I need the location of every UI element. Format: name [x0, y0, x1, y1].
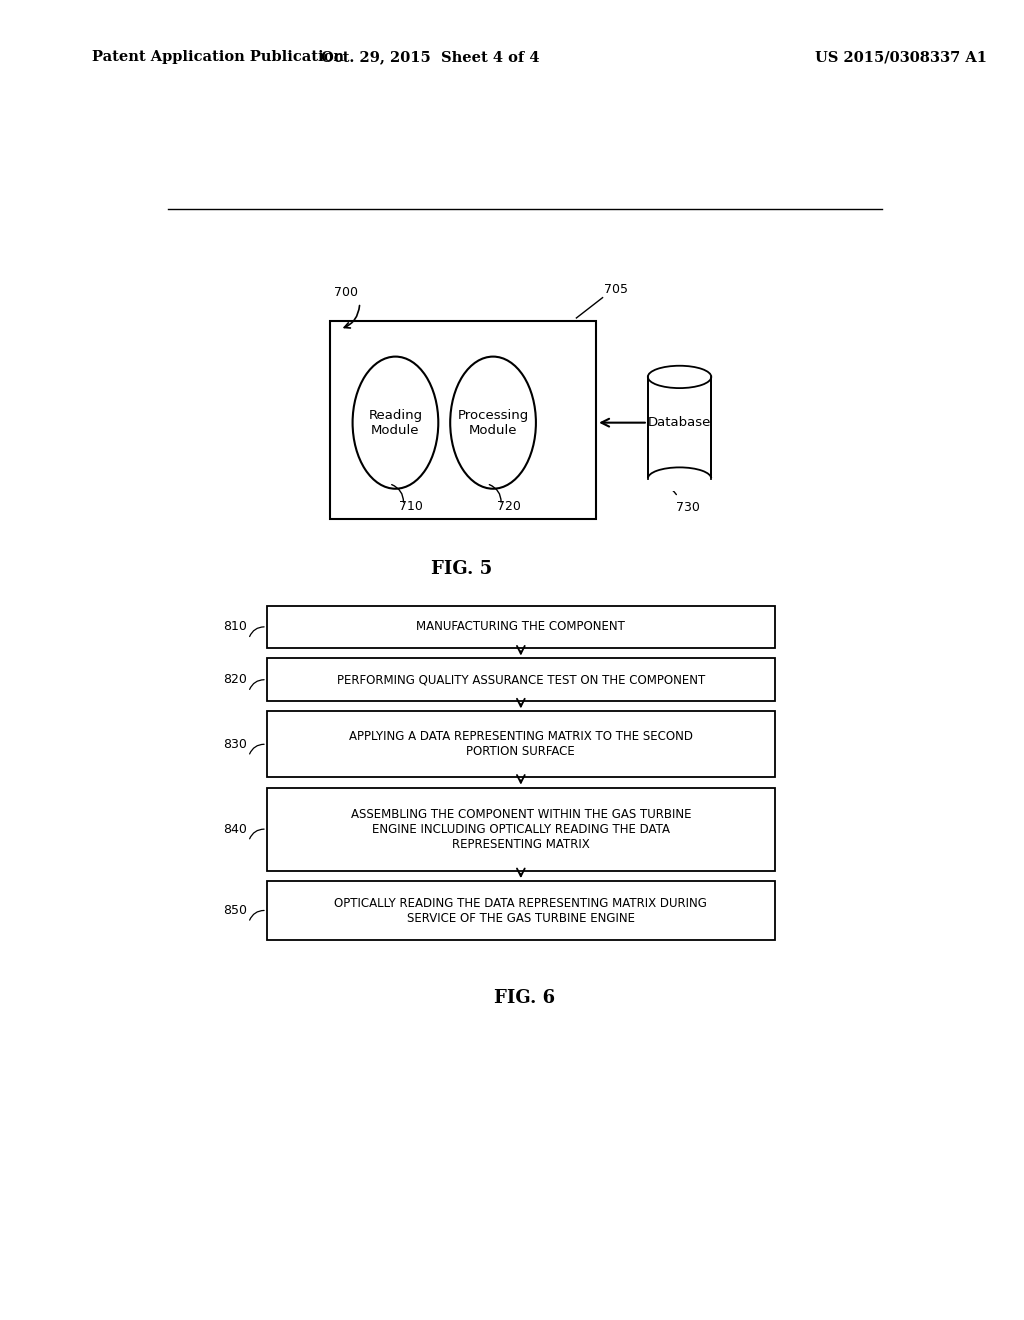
Text: ASSEMBLING THE COMPONENT WITHIN THE GAS TURBINE
ENGINE INCLUDING OPTICALLY READI: ASSEMBLING THE COMPONENT WITHIN THE GAS … [350, 808, 691, 850]
Text: Oct. 29, 2015  Sheet 4 of 4: Oct. 29, 2015 Sheet 4 of 4 [321, 50, 540, 65]
Bar [648, 378, 712, 479]
Bar [267, 788, 775, 871]
Bar [267, 880, 775, 940]
Text: FIG. 6: FIG. 6 [495, 989, 555, 1007]
Text: 820: 820 [223, 673, 247, 686]
Text: Processing
Module: Processing Module [458, 409, 528, 437]
Text: OPTICALLY READING THE DATA REPRESENTING MATRIX DURING
SERVICE OF THE GAS TURBINE: OPTICALLY READING THE DATA REPRESENTING … [335, 896, 708, 924]
Text: 710: 710 [399, 500, 423, 513]
Bar [267, 606, 775, 648]
Text: APPLYING A DATA REPRESENTING MATRIX TO THE SECOND
PORTION SURFACE: APPLYING A DATA REPRESENTING MATRIX TO T… [349, 730, 693, 759]
Text: PERFORMING QUALITY ASSURANCE TEST ON THE COMPONENT: PERFORMING QUALITY ASSURANCE TEST ON THE… [337, 673, 705, 686]
Text: 840: 840 [223, 822, 247, 836]
Bar [331, 321, 596, 519]
Text: US 2015/0308337 A1: US 2015/0308337 A1 [815, 50, 987, 65]
Text: 810: 810 [223, 620, 247, 634]
Ellipse shape [451, 356, 536, 488]
Text: 830: 830 [223, 738, 247, 751]
Text: 850: 850 [223, 904, 247, 917]
Text: FIG. 5: FIG. 5 [431, 560, 492, 578]
Text: MANUFACTURING THE COMPONENT: MANUFACTURING THE COMPONENT [417, 620, 626, 634]
Text: 720: 720 [497, 500, 521, 513]
Ellipse shape [352, 356, 438, 488]
Text: Database: Database [648, 416, 712, 429]
Text: Reading
Module: Reading Module [369, 409, 423, 437]
Bar [267, 711, 775, 777]
Bar [646, 478, 713, 491]
Text: 730: 730 [676, 500, 699, 513]
Text: 700: 700 [334, 285, 358, 298]
Ellipse shape [648, 467, 712, 490]
Bar [267, 659, 775, 701]
Text: Patent Application Publication: Patent Application Publication [92, 50, 344, 65]
Ellipse shape [648, 366, 712, 388]
Text: 705: 705 [604, 282, 628, 296]
